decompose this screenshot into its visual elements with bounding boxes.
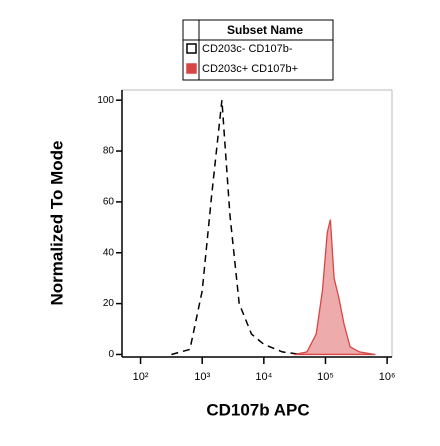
y-tick-label: 100 — [97, 95, 114, 106]
area — [294, 219, 376, 356]
x-tick-label: 10⁶ — [379, 371, 396, 383]
x-tick-label: 10⁴ — [255, 371, 272, 383]
legend-box — [182, 19, 334, 81]
legend-label: CD203c+ CD107b+ — [202, 63, 298, 75]
line — [171, 100, 301, 356]
x-axis-label: CD107b APC — [206, 400, 309, 419]
legend-label: CD203c- CD107b- — [202, 43, 293, 55]
x-tick-label: 10⁵ — [317, 371, 334, 383]
legend-swatch — [186, 63, 197, 74]
y-tick-label: 40 — [103, 247, 115, 258]
y-tick-label: 80 — [103, 146, 115, 157]
y-tick-label: 0 — [108, 349, 114, 360]
y-tick-label: 20 — [103, 298, 115, 309]
y-tick-label: 60 — [103, 197, 115, 208]
y-axis-label: Normalized To Mode — [47, 141, 66, 306]
x-tick-label: 10² — [133, 371, 149, 383]
legend-swatch — [186, 43, 197, 54]
x-tick-label: 10³ — [194, 371, 210, 383]
legend-title: Subset Name — [227, 23, 303, 37]
